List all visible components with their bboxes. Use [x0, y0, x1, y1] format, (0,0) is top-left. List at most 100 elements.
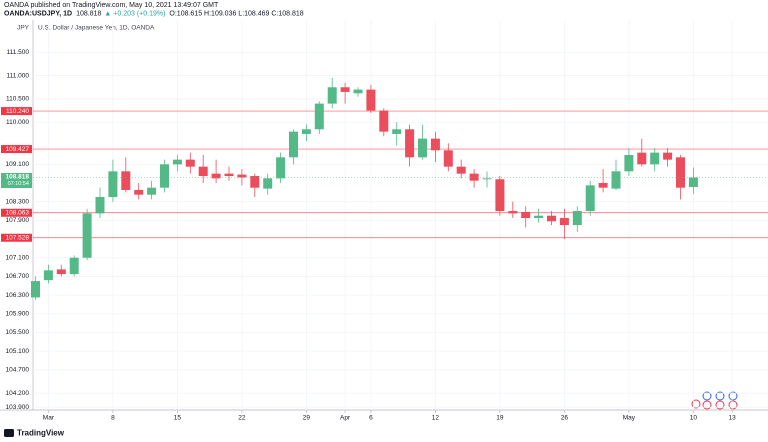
candle-body	[534, 215, 544, 219]
candle-body	[198, 166, 208, 176]
x-tick-label: 6	[369, 415, 373, 422]
x-tick-label: 19	[496, 415, 504, 422]
candle-body	[508, 211, 518, 214]
candle-body	[108, 171, 118, 198]
candle-body	[482, 178, 492, 180]
y-tick-label: 105.100	[6, 348, 30, 355]
candle-body	[95, 197, 105, 214]
candle-body	[379, 110, 389, 132]
candle-body	[585, 185, 595, 212]
candle-body	[289, 131, 298, 158]
x-tick-label: 8	[111, 415, 115, 422]
price-label-box	[1, 233, 32, 242]
y-tick-label: 111.000	[6, 72, 29, 79]
candle-body	[521, 211, 531, 219]
symbol: OANDA:USDJPY, 1D	[4, 10, 72, 17]
candle-body	[237, 174, 247, 178]
candle-body	[624, 154, 634, 172]
candle-body	[650, 152, 660, 165]
candle-body	[31, 281, 40, 298]
y-tick-label: 107.100	[6, 254, 30, 261]
y-tick-label: 105.900	[6, 311, 30, 318]
candle-body	[572, 211, 582, 226]
y-tick-label: 105.500	[6, 329, 30, 336]
candle-body	[276, 157, 286, 179]
candle-body	[340, 87, 350, 92]
x-tick-label: 29	[303, 415, 311, 422]
chart-title: U.S. Dollar / Japanese Yen, 1D, OANDA	[38, 25, 155, 32]
candle-body	[663, 152, 673, 160]
candle-body	[676, 157, 685, 188]
y-tick-label: 110.000	[6, 119, 29, 126]
candle-body	[598, 183, 608, 188]
candle-body	[263, 178, 273, 189]
price-label-box	[1, 208, 32, 217]
candle-body	[327, 87, 337, 104]
price-label: 108.063	[6, 209, 30, 216]
candle-body	[559, 218, 569, 226]
candle-body	[160, 164, 169, 188]
price-label: 109.427	[6, 146, 30, 153]
y-tick-label: 107.900	[6, 217, 30, 224]
y-tick-label: 106.300	[6, 292, 30, 299]
candle-body	[56, 269, 66, 275]
y-tick-label: 106.700	[6, 273, 30, 280]
x-tick-label: 10	[690, 415, 698, 422]
candle-body	[250, 176, 260, 188]
x-tick-label: Apr	[340, 415, 351, 422]
candle-body	[314, 103, 324, 130]
candle-body	[405, 129, 415, 158]
x-tick-label: 26	[561, 415, 569, 422]
x-tick-label: 12	[432, 415, 440, 422]
candle-body	[637, 152, 647, 165]
candle-body	[185, 159, 195, 167]
brand: TradingView	[17, 429, 65, 438]
last-price-box	[1, 172, 32, 188]
price-label-box	[1, 107, 32, 116]
y-tick-label: 111.500	[6, 49, 29, 56]
candle-body	[611, 171, 621, 189]
candle-body	[456, 166, 466, 174]
candle-body	[301, 129, 311, 134]
candle-body	[688, 177, 698, 187]
candle-body	[43, 270, 53, 281]
candle-body	[82, 213, 92, 258]
price-label-box	[1, 145, 32, 154]
candle-body	[134, 190, 144, 195]
publisher: OANDA published on TradingView.com, May …	[4, 2, 219, 9]
x-tick-label: 13	[728, 415, 736, 422]
candle-body	[495, 179, 505, 212]
candle-body	[443, 150, 453, 167]
price-label: 110.240	[6, 108, 29, 115]
last-price-text: 108.818	[76, 10, 101, 17]
y-tick-label: 104.200	[6, 390, 30, 397]
x-tick-label: 15	[174, 415, 182, 422]
candle-body	[366, 89, 376, 111]
candle-body	[418, 138, 427, 158]
candle-body	[211, 173, 221, 179]
ohlc: O:108.615 H:109.036 L:108.469 C:108.818	[169, 10, 303, 17]
brand-logo	[4, 429, 14, 437]
axis-unit: JPY	[17, 25, 30, 32]
x-tick-label: May	[623, 415, 636, 422]
y-tick-label: 103.900	[6, 404, 30, 411]
candle-body	[69, 257, 79, 275]
y-tick-label: 110.500	[6, 96, 29, 103]
candle-body	[224, 173, 234, 176]
price-label: 107.528	[6, 234, 30, 241]
candle-body	[147, 187, 157, 195]
candle-body	[547, 215, 556, 222]
y-tick-label: 104.700	[6, 367, 30, 374]
candle-body	[392, 129, 402, 134]
candle-body	[469, 173, 479, 181]
candle-body	[430, 138, 440, 151]
change: ▲ +0.203 (+0.19%)	[104, 10, 165, 17]
candle-body	[121, 171, 131, 191]
x-tick-label: 22	[238, 415, 246, 422]
countdown: 07:10:54	[8, 181, 29, 187]
candle-body	[172, 159, 182, 165]
candle-body	[353, 89, 363, 94]
last-price-label: 108.818	[6, 174, 30, 181]
